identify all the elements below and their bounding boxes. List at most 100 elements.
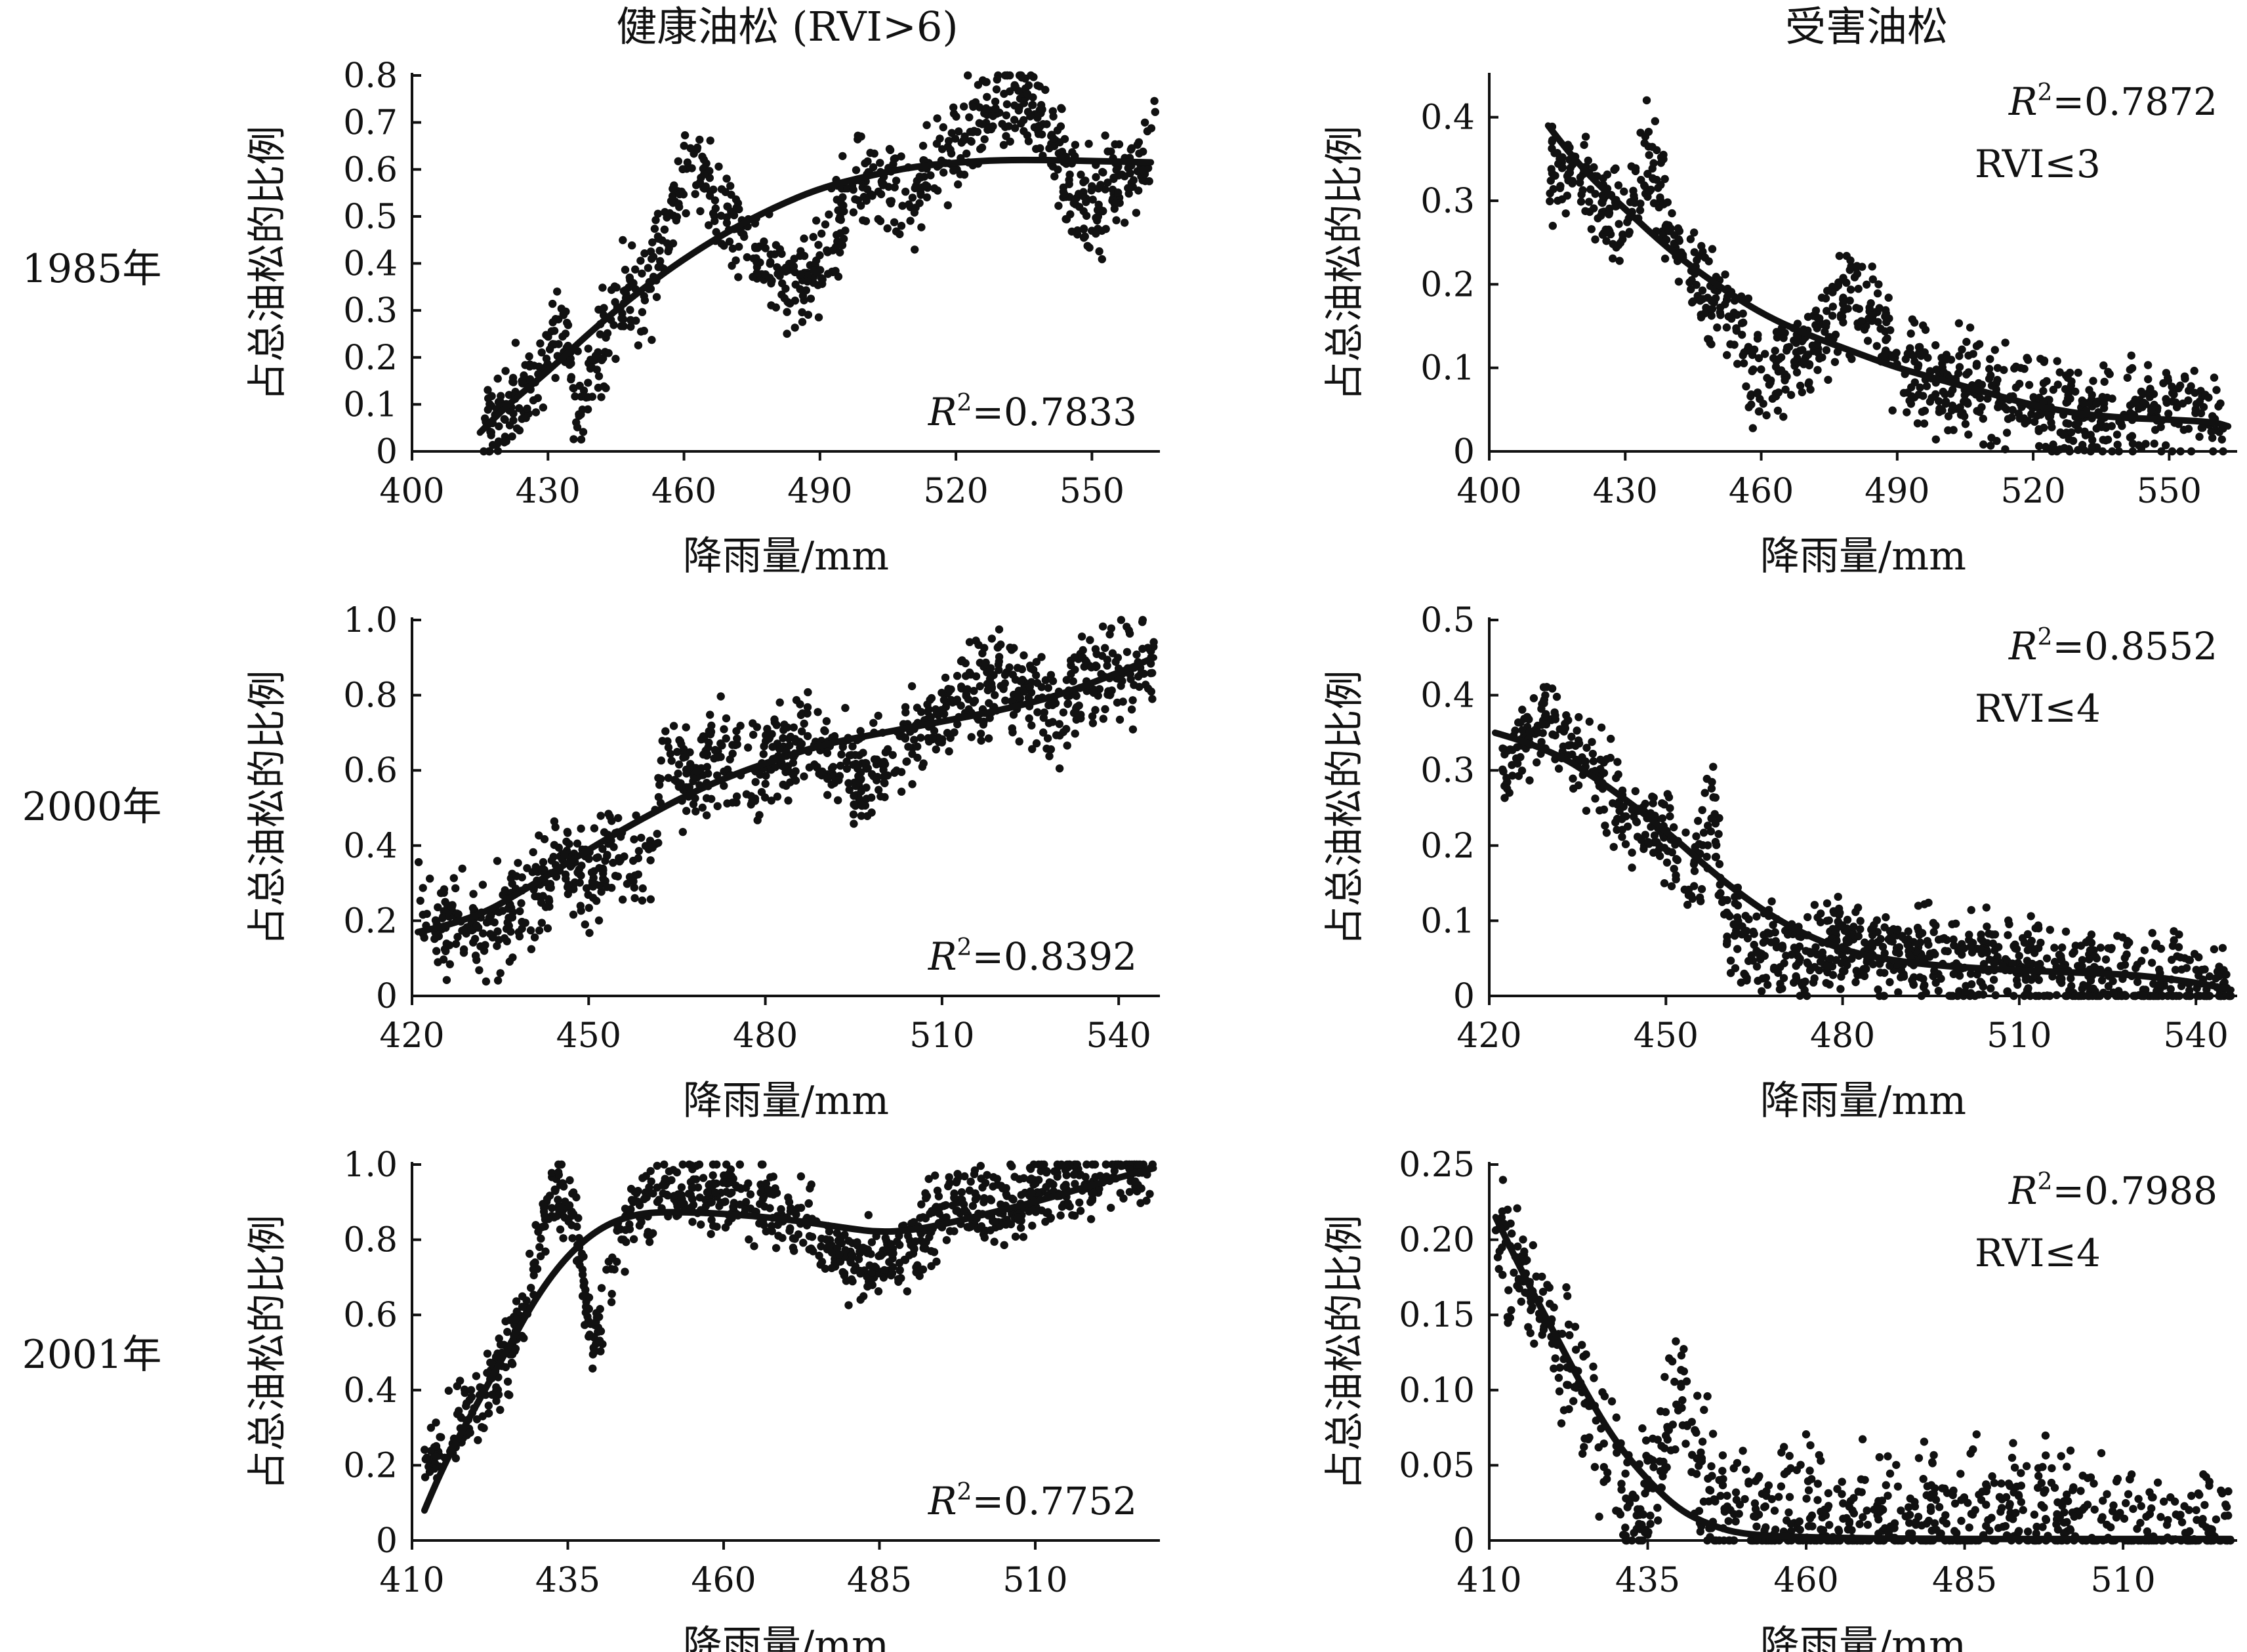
x-tick-label: 430 [516, 472, 581, 511]
data-point [634, 846, 644, 856]
data-point [529, 1260, 538, 1268]
data-point [744, 1179, 752, 1187]
data-point [557, 1160, 566, 1169]
data-point [1124, 184, 1132, 192]
data-point [796, 251, 804, 260]
data-point [1062, 724, 1071, 733]
data-point [579, 428, 588, 436]
data-point [1787, 950, 1796, 959]
data-point [2055, 368, 2064, 377]
data-point [867, 1238, 876, 1247]
data-point [682, 723, 690, 732]
data-point [1139, 147, 1147, 156]
data-point [536, 339, 545, 348]
data-point [798, 308, 806, 317]
data-point [2039, 379, 2048, 388]
data-point [834, 796, 842, 805]
data-point [1929, 928, 1938, 936]
data-point [2061, 991, 2070, 1001]
data-point [1823, 917, 1831, 925]
data-point [1649, 848, 1658, 857]
data-point [626, 306, 634, 314]
data-point [705, 738, 713, 747]
data-point [664, 774, 672, 782]
data-point [581, 1321, 589, 1329]
data-point [1792, 348, 1801, 357]
data-point [632, 316, 640, 325]
data-point [1007, 697, 1016, 706]
data-point [803, 732, 812, 741]
data-point [1750, 940, 1758, 949]
data-point [597, 1284, 606, 1292]
data-point [1542, 710, 1550, 718]
data-point [827, 1264, 836, 1273]
data-point [2080, 399, 2088, 408]
data-point [2175, 930, 2183, 939]
data-point [1123, 648, 1132, 656]
data-point [720, 781, 728, 790]
data-point [1582, 806, 1591, 816]
data-point [2034, 943, 2043, 953]
data-point [1786, 390, 1796, 400]
data-point [733, 740, 741, 749]
data-point [2150, 440, 2158, 448]
data-point [1645, 151, 1653, 159]
data-point [1668, 848, 1676, 857]
data-point [653, 829, 661, 838]
data-point [554, 1195, 562, 1204]
y-axis-label: 占总油松的比例 [1322, 126, 1368, 402]
data-point [1639, 844, 1648, 854]
data-point [569, 384, 577, 392]
data-point [749, 730, 758, 739]
data-point [982, 77, 991, 87]
data-point [539, 892, 547, 900]
data-point [1058, 104, 1066, 114]
data-point [1950, 941, 1958, 950]
data-point [853, 1238, 861, 1247]
data-point [1989, 976, 1998, 984]
data-point [604, 349, 613, 358]
data-point [1110, 205, 1119, 213]
data-point [2020, 938, 2029, 947]
data-point [1020, 651, 1028, 660]
data-point [2114, 447, 2123, 456]
data-point [709, 1181, 718, 1190]
data-point [664, 743, 673, 752]
x-tick-label: 450 [556, 1016, 621, 1056]
data-point [732, 792, 741, 801]
data-point [621, 1205, 630, 1213]
data-point [1037, 100, 1046, 110]
data-point [841, 226, 850, 235]
data-point [879, 766, 888, 774]
data-point [1929, 949, 1938, 957]
data-point [949, 103, 958, 112]
x-tick-label: 510 [2090, 1561, 2155, 1600]
data-point [1851, 978, 1860, 987]
data-point [1769, 920, 1777, 930]
data-point [876, 1251, 885, 1260]
data-point [2176, 953, 2185, 962]
data-point [2141, 440, 2150, 448]
data-point [1107, 686, 1116, 695]
data-point [938, 738, 947, 747]
data-point [451, 940, 461, 949]
data-point [2050, 444, 2059, 453]
data-point [1622, 812, 1630, 821]
data-point [768, 730, 776, 739]
data-point [1711, 819, 1720, 828]
data-point [1119, 697, 1127, 706]
data-point [669, 722, 678, 730]
data-point [2015, 414, 2024, 423]
data-point [2008, 413, 2016, 422]
data-point [2020, 365, 2029, 373]
data-point [953, 671, 962, 680]
data-point [1846, 256, 1855, 265]
data-point [1853, 903, 1863, 912]
data-point [871, 1262, 879, 1271]
data-point [979, 720, 988, 729]
data-point [505, 922, 513, 930]
data-point [817, 274, 826, 283]
data-point [2021, 976, 2031, 984]
data-point [1806, 949, 1815, 958]
data-point [1138, 176, 1147, 184]
